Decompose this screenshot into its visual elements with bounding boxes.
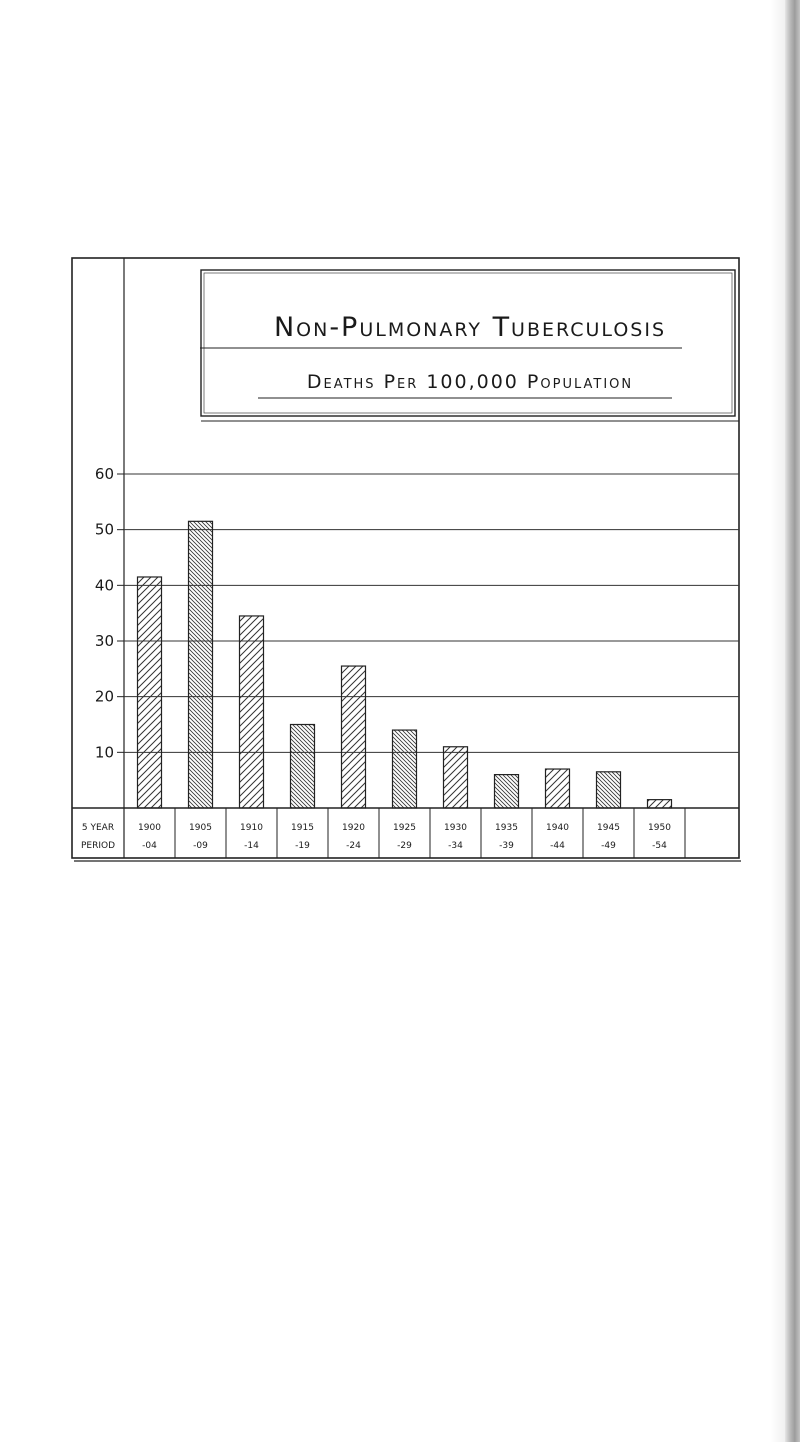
- period-label-end: -04: [142, 841, 157, 851]
- y-tick-label: 40: [95, 576, 114, 594]
- title-box: [200, 269, 736, 417]
- period-label-end: -49: [601, 841, 616, 851]
- period-label-end: -14: [244, 841, 259, 851]
- period-header-line1: 5 YEAR: [82, 823, 114, 833]
- period-label-start: 1910: [240, 823, 263, 833]
- bar: [187, 520, 214, 809]
- bar: [340, 665, 367, 809]
- y-tick-label: 10: [95, 743, 114, 761]
- page-edge: [785, 0, 800, 1442]
- y-axis: 10 20 30 40 50 60: [72, 465, 739, 809]
- period-label-start: 1925: [393, 823, 416, 833]
- period-label-end: -34: [448, 841, 463, 851]
- period-label-start: 1935: [495, 823, 518, 833]
- grid-lines: [124, 473, 739, 753]
- title-box-inner: [203, 272, 733, 414]
- y-tick-label: 60: [95, 465, 114, 483]
- period-label-end: -54: [652, 841, 667, 851]
- period-header-line2: PERIOD: [81, 841, 115, 851]
- y-tick-label: 50: [95, 521, 114, 539]
- period-label-start: 1915: [291, 823, 314, 833]
- y-tick-label: 30: [95, 632, 114, 650]
- period-label-start: 1930: [444, 823, 467, 833]
- bar: [442, 746, 469, 809]
- bar: [136, 576, 163, 809]
- bar: [289, 723, 316, 809]
- bar: [595, 771, 622, 809]
- bars: [136, 520, 673, 809]
- chart-title: Non-Pulmonary Tuberculosis: [273, 312, 667, 343]
- bar: [646, 799, 673, 809]
- period-label-end: -24: [346, 841, 361, 851]
- period-label-start: 1900: [138, 823, 161, 833]
- chart-frame: [71, 257, 741, 862]
- period-label-end: -39: [499, 841, 514, 851]
- bar: [391, 729, 418, 809]
- period-label-start: 1950: [648, 823, 671, 833]
- outer-frame: [71, 257, 740, 859]
- chart-subtitle: Deaths Per 100,000 Population: [306, 371, 634, 393]
- bar: [493, 773, 520, 809]
- period-label-end: -44: [550, 841, 565, 851]
- period-label-end: -29: [397, 841, 412, 851]
- page-shadow: [770, 0, 785, 1442]
- period-label-end: -09: [193, 841, 208, 851]
- period-label-end: -19: [295, 841, 310, 851]
- bar: [544, 768, 571, 809]
- bar: [238, 615, 265, 809]
- y-tick-label: 20: [95, 688, 114, 706]
- period-label-start: 1940: [546, 823, 569, 833]
- period-table: 5 YEAR PERIOD 1900 -04 1905 -09 1910 -14 1915 -19…: [81, 808, 686, 858]
- period-label-start: 1920: [342, 823, 365, 833]
- period-label-start: 1945: [597, 823, 620, 833]
- period-label-start: 1905: [189, 823, 212, 833]
